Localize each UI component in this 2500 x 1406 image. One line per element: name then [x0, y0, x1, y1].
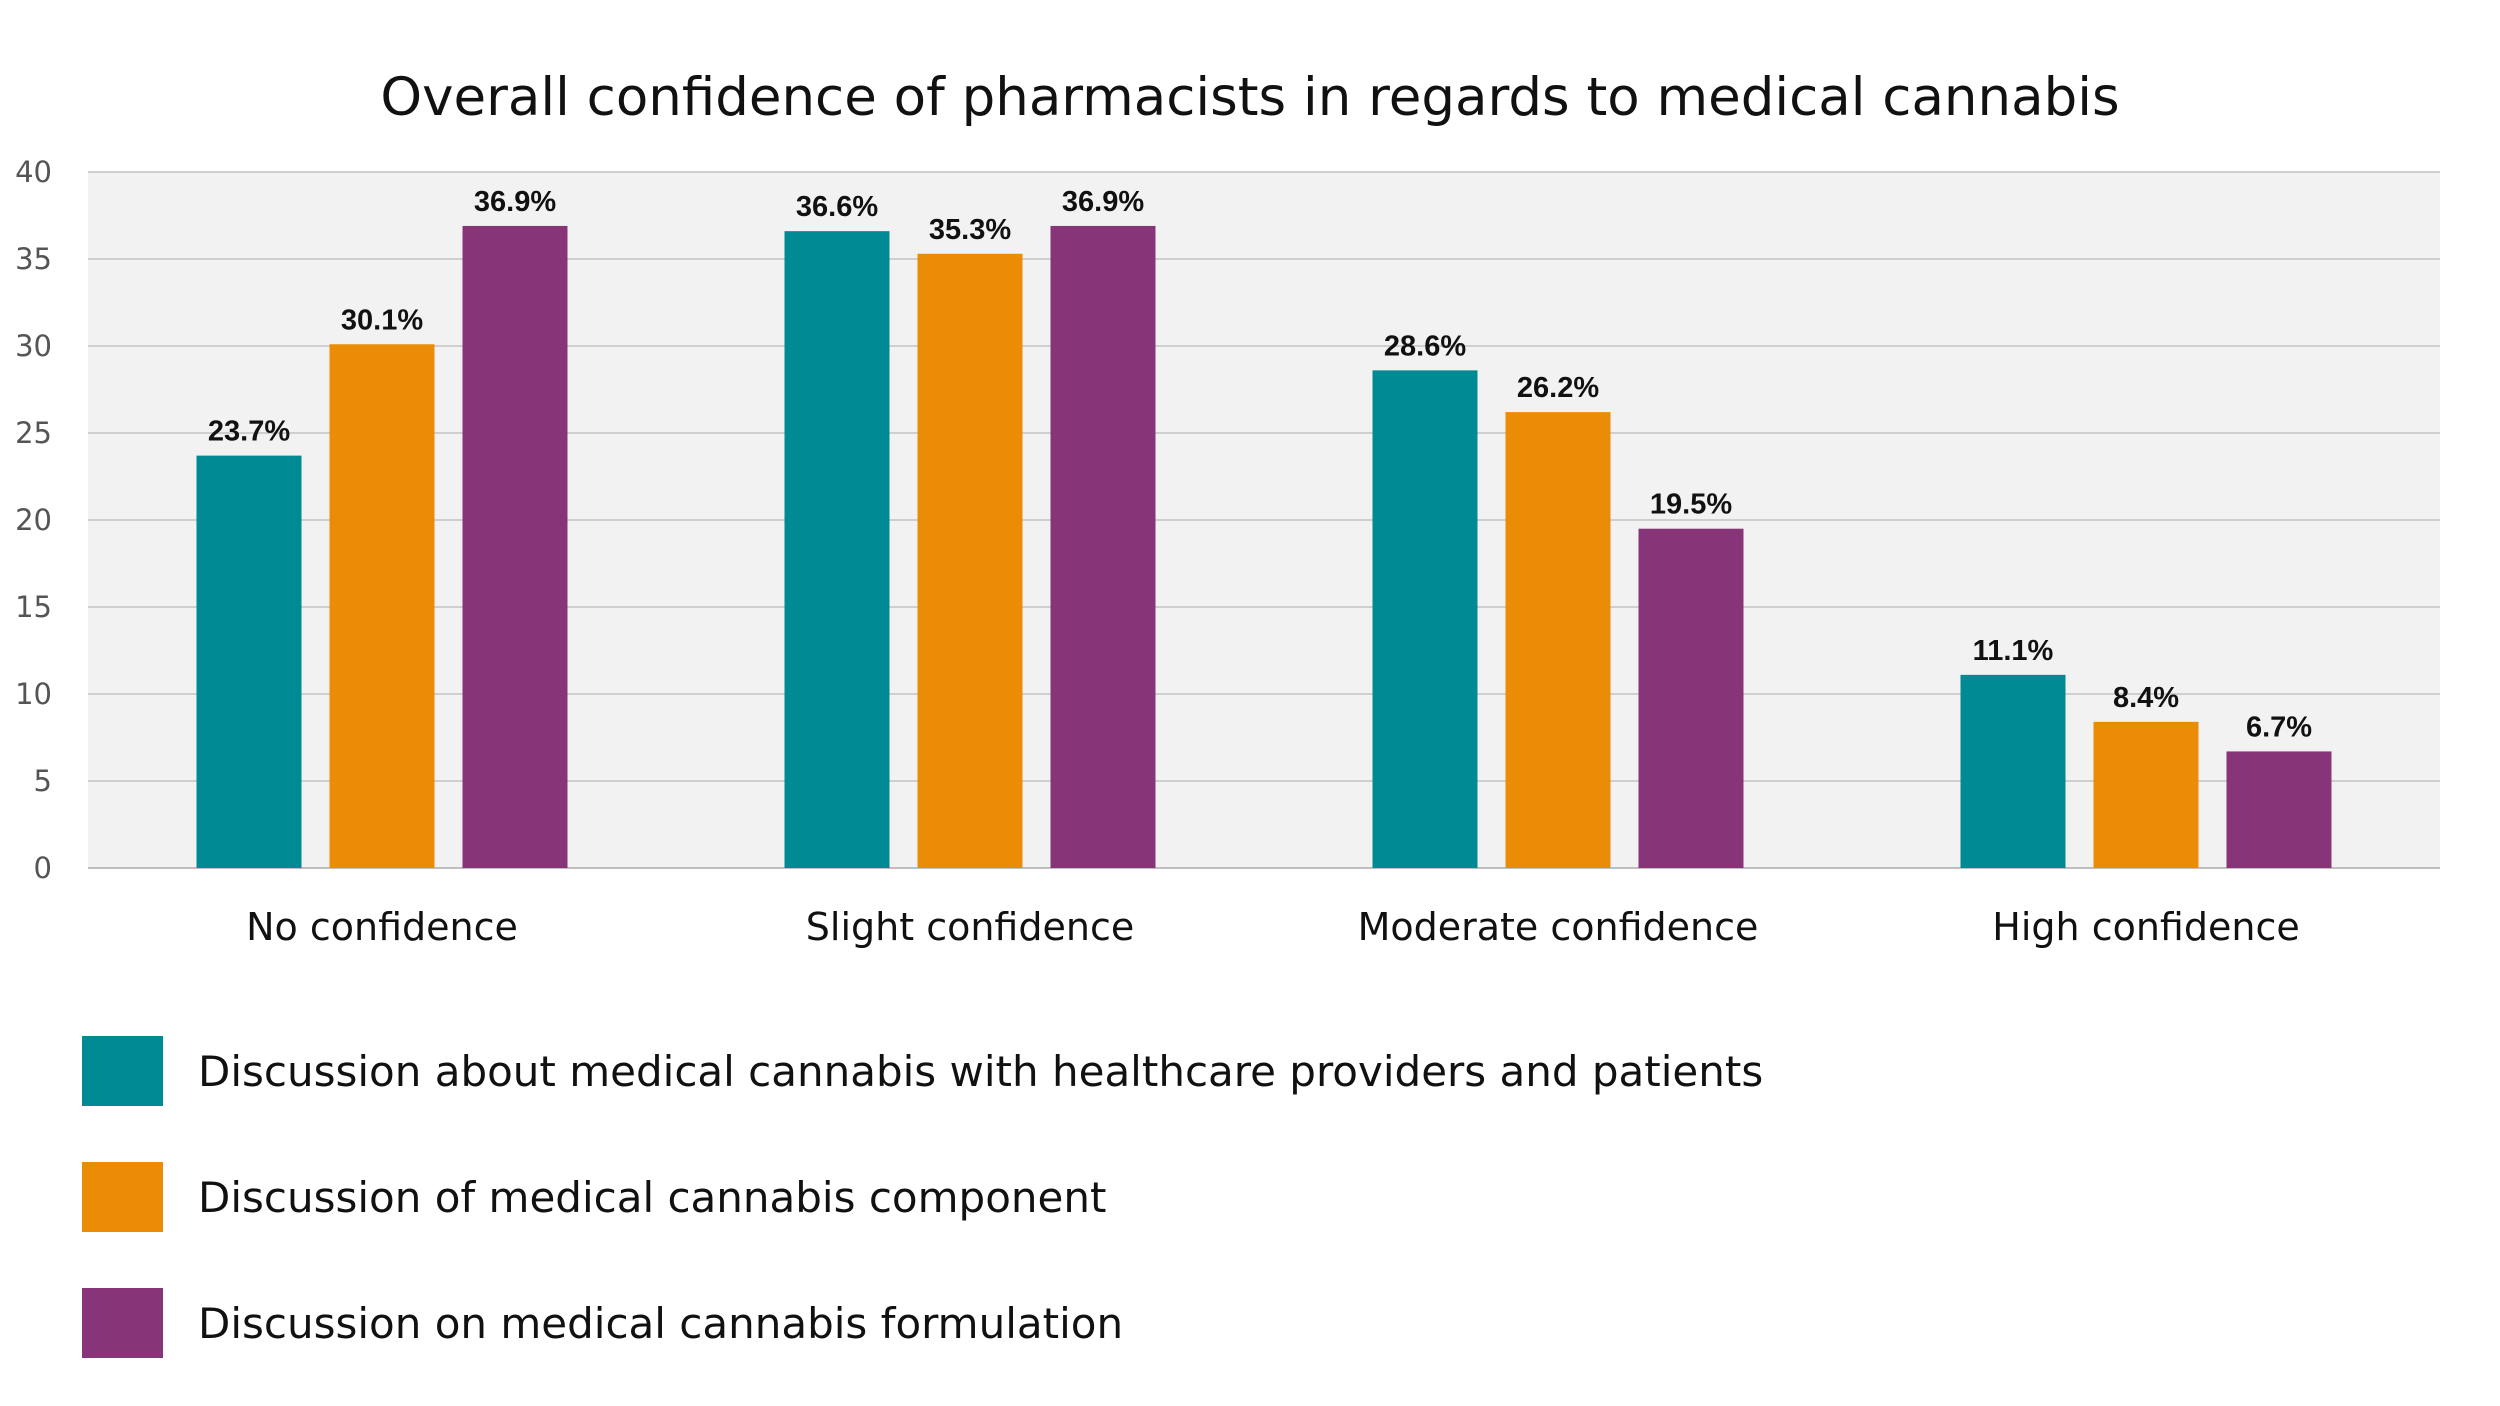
x-tick-label: No confidence [246, 905, 518, 949]
data-label: 23.7% [208, 416, 290, 448]
y-tick-label: 35 [15, 242, 52, 276]
legend-label: Discussion on medical cannabis formulati… [198, 1299, 1123, 1348]
bar [1638, 528, 1744, 868]
data-label: 36.9% [474, 186, 556, 218]
data-label: 8.4% [2113, 682, 2179, 714]
data-label: 26.2% [1517, 372, 1599, 404]
legend-swatch [82, 1036, 163, 1106]
legend-item: Discussion of medical cannabis component [82, 1162, 1106, 1232]
legend-swatch [82, 1288, 163, 1358]
x-tick-label: High confidence [1992, 905, 2299, 949]
y-tick-label: 20 [15, 503, 52, 537]
bar [462, 225, 568, 868]
data-labels: 23.7% 30.1% 36.9% 36.6% 35.3% 36.9% 28.6% 26.2%… [208, 186, 2312, 743]
chart-title: Overall confidence of pharmacists in reg… [380, 67, 2119, 128]
bar [784, 231, 890, 868]
y-tick-label: 15 [15, 590, 52, 624]
bar [2226, 751, 2332, 868]
x-tick-label: Slight confidence [806, 905, 1134, 949]
bars [196, 225, 2332, 868]
y-tick-label: 40 [15, 155, 52, 189]
data-label: 28.6% [1384, 330, 1466, 362]
legend-label: Discussion of medical cannabis component [198, 1173, 1106, 1222]
x-tick-label: Moderate confidence [1358, 905, 1759, 949]
data-label: 35.3% [929, 214, 1011, 246]
bar [917, 253, 1023, 868]
y-axis: 0 5 10 15 20 25 30 35 40 [15, 155, 52, 885]
y-tick-label: 25 [15, 416, 52, 450]
data-label: 11.1% [1973, 635, 2054, 667]
x-axis: No confidence Slight confidence Moderate c… [246, 905, 2300, 949]
legend-item: Discussion about medical cannabis with h… [82, 1036, 1763, 1106]
legend-label: Discussion about medical cannabis with h… [198, 1047, 1763, 1096]
data-label: 30.1% [341, 304, 423, 336]
bar [1050, 225, 1156, 868]
bar [2093, 721, 2199, 868]
data-label: 36.6% [796, 191, 878, 223]
legend-swatch [82, 1162, 163, 1232]
data-label: 36.9% [1062, 186, 1144, 218]
data-label: 19.5% [1650, 489, 1732, 521]
y-tick-label: 30 [15, 329, 52, 363]
legend-item: Discussion on medical cannabis formulati… [82, 1288, 1123, 1358]
y-tick-label: 0 [34, 851, 52, 885]
bar [329, 344, 435, 868]
bar [1372, 370, 1478, 868]
data-label: 6.7% [2246, 711, 2312, 743]
y-tick-label: 10 [15, 677, 52, 711]
bar [1505, 412, 1611, 868]
bar [1960, 674, 2066, 868]
legend: Discussion about medical cannabis with h… [82, 1036, 1763, 1358]
y-tick-label: 5 [34, 764, 52, 798]
bar [196, 455, 302, 868]
